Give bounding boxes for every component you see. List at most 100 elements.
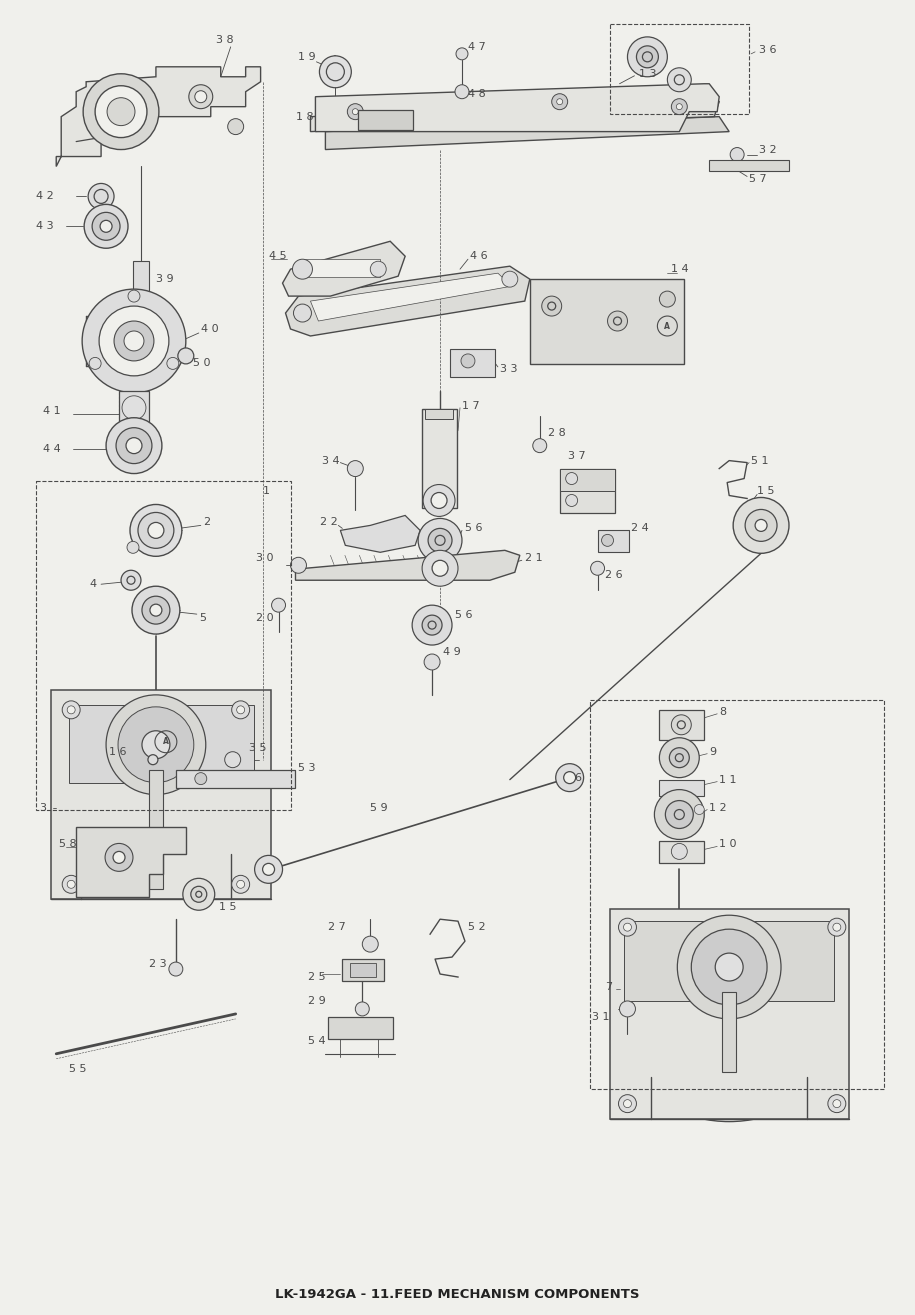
- Circle shape: [100, 221, 112, 233]
- Circle shape: [263, 864, 274, 876]
- Circle shape: [565, 472, 577, 484]
- Polygon shape: [326, 117, 729, 150]
- Text: 3 5: 3 5: [249, 743, 266, 752]
- Bar: [660, 710, 705, 740]
- Polygon shape: [56, 67, 261, 167]
- Text: 5 5: 5 5: [70, 1064, 87, 1074]
- Bar: [350, 963, 376, 977]
- Circle shape: [716, 953, 743, 981]
- Bar: [133, 262, 149, 306]
- Polygon shape: [340, 515, 420, 552]
- Circle shape: [556, 99, 563, 105]
- Circle shape: [412, 605, 452, 646]
- Text: 3 2: 3 2: [759, 145, 777, 155]
- Circle shape: [833, 923, 841, 931]
- Circle shape: [191, 886, 207, 902]
- Circle shape: [237, 706, 244, 714]
- Bar: [660, 842, 705, 864]
- Bar: [709, 159, 789, 171]
- Circle shape: [660, 291, 675, 308]
- Text: 1 2: 1 2: [709, 802, 727, 813]
- Bar: [450, 348, 495, 377]
- Circle shape: [828, 1094, 845, 1112]
- Text: 2 3: 2 3: [149, 959, 167, 969]
- Bar: [359, 109, 414, 130]
- Circle shape: [142, 731, 170, 759]
- Circle shape: [67, 880, 75, 889]
- Text: 8: 8: [719, 707, 727, 717]
- Text: 1 9: 1 9: [298, 51, 316, 62]
- Bar: [70, 705, 253, 782]
- Text: 5 9: 5 9: [371, 802, 388, 813]
- Text: 3 9: 3 9: [156, 274, 174, 284]
- Circle shape: [677, 915, 781, 1019]
- Circle shape: [178, 348, 194, 364]
- Circle shape: [188, 84, 213, 109]
- Circle shape: [660, 738, 699, 777]
- Circle shape: [128, 291, 140, 302]
- Circle shape: [138, 513, 174, 548]
- Circle shape: [118, 707, 194, 782]
- Text: 1 6: 1 6: [109, 747, 126, 756]
- Text: 5 2: 5 2: [468, 922, 486, 932]
- Circle shape: [237, 880, 244, 889]
- Circle shape: [828, 918, 845, 936]
- Text: 4 6: 4 6: [470, 251, 488, 262]
- Text: 5 0: 5 0: [193, 358, 210, 368]
- Text: 3 8: 3 8: [216, 36, 233, 45]
- Text: 2 2: 2 2: [320, 517, 339, 527]
- Text: 2 7: 2 7: [328, 922, 346, 932]
- Circle shape: [461, 354, 475, 368]
- Text: 2 0: 2 0: [255, 613, 274, 623]
- Circle shape: [667, 68, 692, 92]
- Bar: [37, 480, 290, 810]
- Circle shape: [418, 518, 462, 563]
- Circle shape: [590, 562, 605, 575]
- Polygon shape: [310, 87, 719, 132]
- Text: 2: 2: [203, 517, 210, 527]
- Text: 5 4: 5 4: [308, 1036, 326, 1045]
- Circle shape: [423, 484, 455, 517]
- Circle shape: [665, 801, 694, 828]
- Bar: [176, 769, 296, 788]
- Circle shape: [126, 438, 142, 454]
- Circle shape: [293, 259, 312, 279]
- Circle shape: [361, 113, 374, 126]
- Circle shape: [92, 212, 120, 241]
- Text: 4 7: 4 7: [468, 42, 486, 51]
- Circle shape: [132, 586, 180, 634]
- Text: 1 0: 1 0: [719, 839, 737, 849]
- Text: 4 8: 4 8: [468, 88, 486, 99]
- Circle shape: [127, 542, 139, 554]
- Polygon shape: [310, 274, 511, 321]
- Circle shape: [148, 755, 158, 765]
- Circle shape: [672, 99, 687, 114]
- Text: 5: 5: [199, 613, 206, 623]
- Circle shape: [62, 876, 81, 893]
- Text: 3: 3: [39, 802, 47, 813]
- Circle shape: [565, 494, 577, 506]
- Circle shape: [114, 321, 154, 360]
- Text: 5 6: 5 6: [455, 610, 472, 621]
- Circle shape: [95, 85, 147, 138]
- Circle shape: [254, 855, 283, 884]
- Circle shape: [422, 550, 458, 586]
- Circle shape: [142, 596, 170, 625]
- Circle shape: [355, 1002, 370, 1016]
- Bar: [119, 391, 149, 426]
- Polygon shape: [296, 550, 520, 580]
- Bar: [51, 690, 271, 899]
- Circle shape: [601, 534, 614, 546]
- Circle shape: [672, 843, 687, 860]
- Circle shape: [455, 84, 469, 99]
- Bar: [149, 769, 163, 889]
- Circle shape: [424, 654, 440, 669]
- Text: 1 5: 1 5: [757, 485, 775, 496]
- Text: 1 3: 1 3: [640, 68, 657, 79]
- Circle shape: [148, 522, 164, 538]
- Circle shape: [555, 764, 584, 792]
- Circle shape: [106, 694, 206, 794]
- Circle shape: [228, 118, 243, 134]
- Text: 1 4: 1 4: [672, 264, 689, 275]
- Circle shape: [84, 204, 128, 249]
